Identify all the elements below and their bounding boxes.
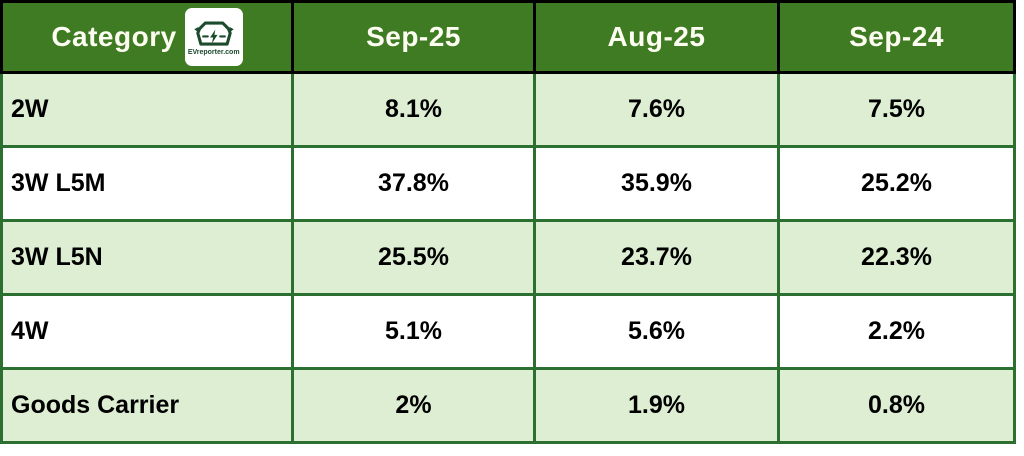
evreporter-logo: EVreporter.com: [184, 8, 243, 66]
ev-car-icon: [194, 21, 234, 46]
value-cell: 23.7%: [533, 219, 780, 296]
header-aug-25: Aug-25: [533, 0, 780, 74]
evreporter-logo-text: EVreporter.com: [187, 49, 240, 56]
ev-penetration-table-wrap: Category EVreporter.com: [0, 0, 1016, 444]
value-cell: 7.6%: [533, 71, 780, 148]
header-category-label: Category: [51, 21, 177, 52]
table-row-goods-carrier: Goods Carrier 2% 1.9% 0.8%: [0, 367, 1016, 444]
value-cell: 5.6%: [533, 293, 780, 370]
ev-penetration-table: Category EVreporter.com: [0, 0, 1016, 444]
value-cell: 22.3%: [777, 219, 1016, 296]
value-cell: 25.2%: [777, 145, 1016, 222]
header-row: Category EVreporter.com: [0, 0, 1016, 74]
header-sep-25: Sep-25: [291, 0, 536, 74]
table-row-3w-l5m: 3W L5M 37.8% 35.9% 25.2%: [0, 145, 1016, 222]
value-cell: 37.8%: [291, 145, 536, 222]
value-cell: 8.1%: [291, 71, 536, 148]
category-cell: 4W: [0, 293, 294, 370]
table-row-4w: 4W 5.1% 5.6% 2.2%: [0, 293, 1016, 370]
category-cell: 3W L5N: [0, 219, 294, 296]
category-cell: 2W: [0, 71, 294, 148]
value-cell: 2.2%: [777, 293, 1016, 370]
header-sep-24: Sep-24: [777, 0, 1016, 74]
category-cell: Goods Carrier: [0, 367, 294, 444]
category-cell: 3W L5M: [0, 145, 294, 222]
value-cell: 0.8%: [777, 367, 1016, 444]
header-category: Category EVreporter.com: [0, 0, 294, 74]
value-cell: 25.5%: [291, 219, 536, 296]
value-cell: 35.9%: [533, 145, 780, 222]
value-cell: 2%: [291, 367, 536, 444]
value-cell: 7.5%: [777, 71, 1016, 148]
value-cell: 1.9%: [533, 367, 780, 444]
value-cell: 5.1%: [291, 293, 536, 370]
table-row-2w: 2W 8.1% 7.6% 7.5%: [0, 71, 1016, 148]
table-row-3w-l5n: 3W L5N 25.5% 23.7% 22.3%: [0, 219, 1016, 296]
